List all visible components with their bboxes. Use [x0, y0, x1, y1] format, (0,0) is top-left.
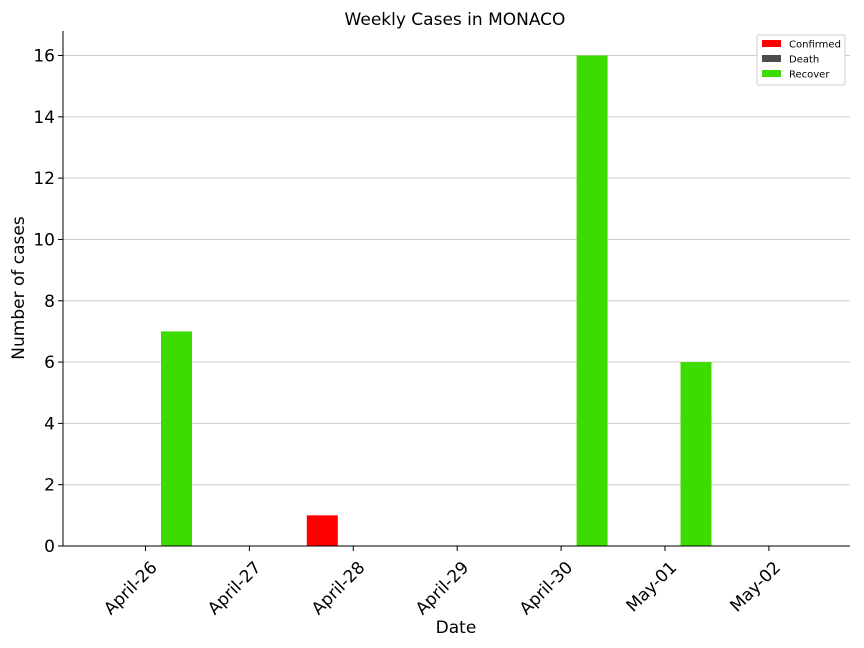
- y-tick-label: 10: [33, 230, 55, 250]
- x-tick-label: May-02: [726, 558, 784, 616]
- bar-recover-april-26: [161, 331, 192, 546]
- x-tick-label: April-26: [100, 558, 161, 619]
- y-tick-label: 14: [33, 108, 55, 128]
- x-tick-label: April-30: [516, 558, 577, 619]
- x-tick-label: April-28: [308, 558, 369, 619]
- legend-label-death: Death: [789, 55, 819, 66]
- bar-recover-april-30: [576, 55, 608, 547]
- y-axis-label: Number of cases: [9, 216, 29, 360]
- legend-label-recover: Recover: [789, 70, 830, 81]
- y-tick-label: 0: [44, 537, 55, 557]
- legend-swatch-recover: [762, 70, 781, 77]
- x-ticks: April-26 April-27 April-28 April-29 April-30…: [100, 546, 785, 619]
- legend-label-confirmed: Confirmed: [789, 40, 841, 51]
- y-tick-label: 6: [44, 353, 55, 373]
- bar-recover-may-01: [680, 362, 712, 546]
- legend: Confirmed Death Recover: [756, 34, 846, 86]
- y-tick-label: 8: [44, 292, 55, 312]
- legend-swatch-confirmed: [762, 40, 781, 47]
- gridlines: [63, 55, 850, 486]
- y-tick-label: 16: [33, 47, 55, 67]
- legend-swatch-death: [762, 55, 781, 62]
- x-tick-label: May-01: [623, 558, 681, 616]
- y-tick-label: 4: [44, 414, 55, 434]
- bars: [161, 55, 712, 547]
- y-tick-label: 12: [33, 169, 55, 189]
- x-tick-label: April-27: [204, 558, 265, 619]
- chart-title: Weekly Cases in MONACO: [345, 10, 566, 30]
- x-tick-label: April-29: [412, 558, 473, 619]
- y-tick-label: 2: [44, 476, 55, 496]
- y-ticks: 0 2 4 6 8 10 12 14 16: [33, 47, 63, 557]
- x-axis-label: Date: [436, 618, 477, 638]
- bar-confirmed-april-28: [306, 515, 338, 546]
